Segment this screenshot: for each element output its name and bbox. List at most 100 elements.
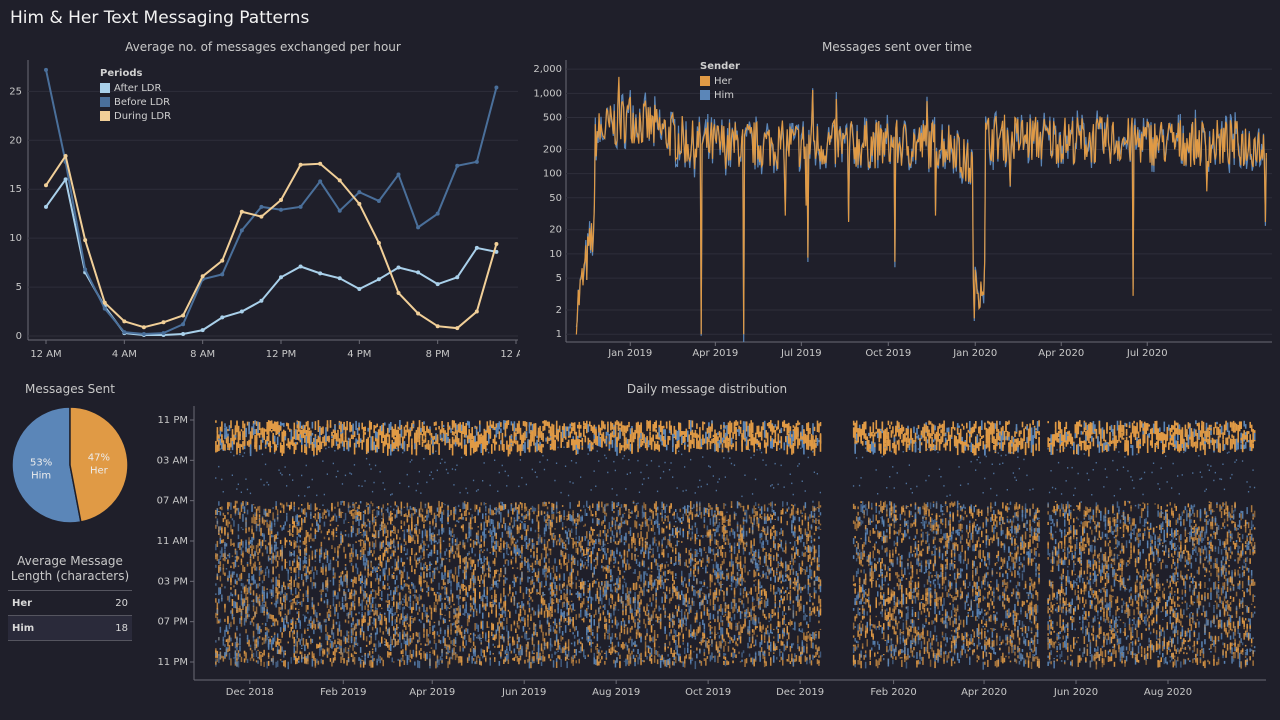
message-mark <box>319 642 321 648</box>
message-mark <box>371 604 374 608</box>
message-mark <box>230 420 232 429</box>
message-mark <box>494 589 496 598</box>
message-mark <box>313 653 315 661</box>
message-mark <box>224 644 226 647</box>
message-mark <box>442 636 445 644</box>
message-mark <box>246 501 249 506</box>
message-mark <box>296 527 298 535</box>
message-mark <box>343 648 345 653</box>
message-mark <box>522 517 525 521</box>
message-mark <box>525 483 527 486</box>
message-mark <box>486 646 488 649</box>
message-mark <box>224 572 226 576</box>
message-mark <box>320 594 323 601</box>
message-mark <box>230 587 232 590</box>
message-mark <box>319 638 321 640</box>
message-mark <box>554 581 556 589</box>
message-mark <box>542 502 544 507</box>
message-mark <box>257 623 259 631</box>
message-mark <box>439 517 442 522</box>
message-mark <box>483 586 485 591</box>
message-mark <box>524 523 526 530</box>
message-mark <box>414 447 416 450</box>
message-mark <box>436 542 439 545</box>
message-mark <box>418 594 421 601</box>
message-mark <box>551 522 553 528</box>
message-mark <box>534 611 537 616</box>
x-tick-label: Jan 2019 <box>607 348 652 359</box>
message-mark <box>403 583 406 588</box>
message-mark <box>533 545 535 550</box>
message-mark <box>489 552 491 554</box>
message-mark <box>293 501 295 505</box>
message-mark <box>364 530 366 536</box>
message-mark <box>433 441 436 445</box>
message-mark <box>403 569 406 573</box>
message-mark <box>480 640 482 645</box>
message-mark <box>340 533 342 535</box>
message-mark <box>498 549 501 551</box>
message-mark <box>215 661 217 665</box>
message-mark <box>546 436 549 444</box>
message-mark <box>221 527 223 534</box>
message-mark <box>555 540 558 546</box>
message-mark <box>453 575 455 582</box>
message-mark <box>417 601 419 603</box>
message-mark <box>548 538 550 542</box>
message-mark <box>506 440 508 450</box>
message-mark <box>430 607 433 614</box>
message-mark <box>543 571 546 578</box>
message-mark <box>394 612 396 615</box>
legend-item-him[interactable]: Him <box>700 88 740 102</box>
message-mark <box>224 444 226 451</box>
message-mark <box>537 443 540 451</box>
message-mark <box>236 421 238 426</box>
legend-item-her[interactable]: Her <box>700 74 740 88</box>
message-mark <box>316 507 318 510</box>
message-mark <box>527 576 529 583</box>
data-point <box>396 265 401 270</box>
message-mark <box>441 598 443 600</box>
message-mark <box>340 629 342 637</box>
message-mark <box>491 444 493 454</box>
message-mark <box>371 648 374 650</box>
message-mark <box>439 430 442 434</box>
message-mark <box>421 558 424 561</box>
message-mark <box>255 545 258 553</box>
legend-item-after-ldr[interactable]: After LDR <box>100 81 171 95</box>
message-mark <box>344 603 347 605</box>
message-mark <box>497 645 499 648</box>
legend-item-during-ldr[interactable]: During LDR <box>100 109 171 123</box>
message-mark <box>287 586 289 590</box>
message-mark <box>542 594 544 597</box>
message-mark <box>279 525 282 528</box>
message-mark <box>457 658 460 664</box>
message-mark <box>230 443 232 448</box>
message-mark <box>424 503 427 509</box>
message-mark <box>480 523 482 531</box>
message-mark <box>549 612 552 619</box>
legend-item-before-ldr[interactable]: Before LDR <box>100 95 171 109</box>
message-mark <box>301 508 303 513</box>
message-mark <box>480 443 483 453</box>
message-mark <box>384 434 386 447</box>
message-mark <box>536 515 538 522</box>
message-mark <box>266 481 268 484</box>
message-mark <box>515 433 517 440</box>
message-mark <box>543 511 546 514</box>
data-point <box>494 242 499 247</box>
message-mark <box>355 623 357 627</box>
legend-label-him: Him <box>714 89 735 101</box>
message-mark <box>283 650 285 658</box>
message-mark <box>281 527 283 531</box>
message-mark <box>338 575 341 578</box>
message-mark <box>545 604 547 610</box>
message-mark <box>359 603 362 607</box>
message-mark <box>353 624 356 631</box>
message-mark <box>334 547 336 554</box>
message-mark <box>408 596 410 602</box>
